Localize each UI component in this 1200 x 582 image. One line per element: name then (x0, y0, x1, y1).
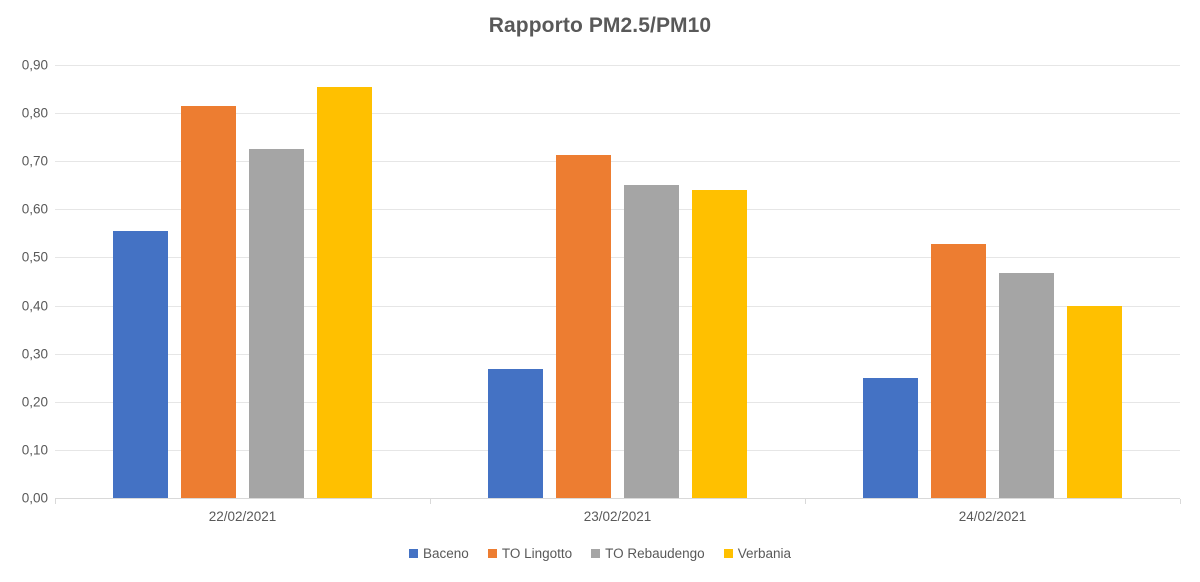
bar-baceno-23-02-2021[interactable] (488, 369, 543, 498)
gridline (55, 305, 1180, 307)
gridline (55, 449, 1180, 451)
legend-swatch-icon (487, 549, 497, 558)
legend-item-to-rebaudengo[interactable]: TO Rebaudengo (591, 546, 705, 561)
bar-to-lingotto-23-02-2021[interactable] (556, 154, 611, 498)
chart-title: Rapporto PM2.5/PM10 (488, 14, 712, 37)
x-axis-tick-label: 22/02/2021 (208, 509, 277, 524)
bar-verbania-24-02-2021[interactable] (1067, 305, 1122, 498)
y-axis-tick-label: 0,60 (21, 201, 48, 217)
legend-label: Verbania (737, 546, 791, 561)
gridline (55, 257, 1180, 259)
legend-swatch-icon (591, 549, 601, 558)
gridline (55, 209, 1180, 211)
legend-item-baceno[interactable]: Baceno (409, 546, 469, 561)
chart-legend[interactable]: Baceno TO Lingotto TO Rebaudengo Verbania (0, 546, 1200, 561)
bar-group (113, 65, 372, 498)
x-axis-tick (55, 499, 56, 504)
y-axis-tick-label: 0,50 (21, 249, 48, 265)
bar-baceno-22-02-2021[interactable] (113, 230, 168, 498)
gridline (55, 353, 1180, 355)
y-axis-tick-label: 0,70 (21, 153, 48, 169)
x-axis-tick-label: 24/02/2021 (958, 509, 1027, 524)
legend-item-to-lingotto[interactable]: TO Lingotto (487, 546, 573, 561)
gridline (55, 65, 1180, 66)
y-axis-tick-label: 0,20 (21, 394, 48, 410)
y-axis-tick-label: 0,30 (21, 346, 48, 362)
legend-label: TO Rebaudengo (605, 546, 705, 561)
y-axis-tick-label: 0,80 (21, 105, 48, 121)
bar-baceno-24-02-2021[interactable] (863, 378, 918, 498)
bar-group (863, 65, 1122, 498)
gridline (55, 161, 1180, 163)
bar-to-lingotto-24-02-2021[interactable] (931, 243, 986, 498)
bar-to-rebaudengo-24-02-2021[interactable] (999, 273, 1054, 498)
x-axis-tick (1180, 499, 1181, 504)
y-axis-tick-label: 0,90 (21, 57, 48, 73)
x-axis-tick (805, 499, 806, 504)
gridline (55, 401, 1180, 403)
legend-label: Baceno (423, 546, 469, 561)
legend-item-verbania[interactable]: Verbania (723, 546, 791, 561)
x-axis-tick (430, 499, 431, 504)
y-axis-tick-label: 0,40 (21, 298, 48, 314)
legend-swatch-icon (723, 549, 733, 558)
bar-to-rebaudengo-23-02-2021[interactable] (624, 184, 679, 498)
x-axis-line (55, 498, 1180, 499)
bar-group (488, 65, 747, 498)
legend-label: TO Lingotto (501, 546, 573, 561)
bar-verbania-23-02-2021[interactable] (692, 189, 747, 498)
y-axis-tick-label: 0,10 (21, 442, 48, 458)
x-axis-tick-label: 23/02/2021 (583, 509, 652, 524)
bar-to-rebaudengo-22-02-2021[interactable] (249, 148, 304, 498)
bar-to-lingotto-22-02-2021[interactable] (181, 106, 236, 498)
bar-verbania-22-02-2021[interactable] (317, 87, 372, 498)
plot-area (55, 65, 1180, 498)
y-axis-tick-label: 0,00 (21, 490, 48, 506)
y-axis-labels: 0,90 0,80 0,70 0,60 0,50 0,40 0,30 0,20 0,10 0,00 (0, 0, 48, 582)
gridline (55, 113, 1180, 115)
legend-swatch-icon (409, 549, 419, 558)
